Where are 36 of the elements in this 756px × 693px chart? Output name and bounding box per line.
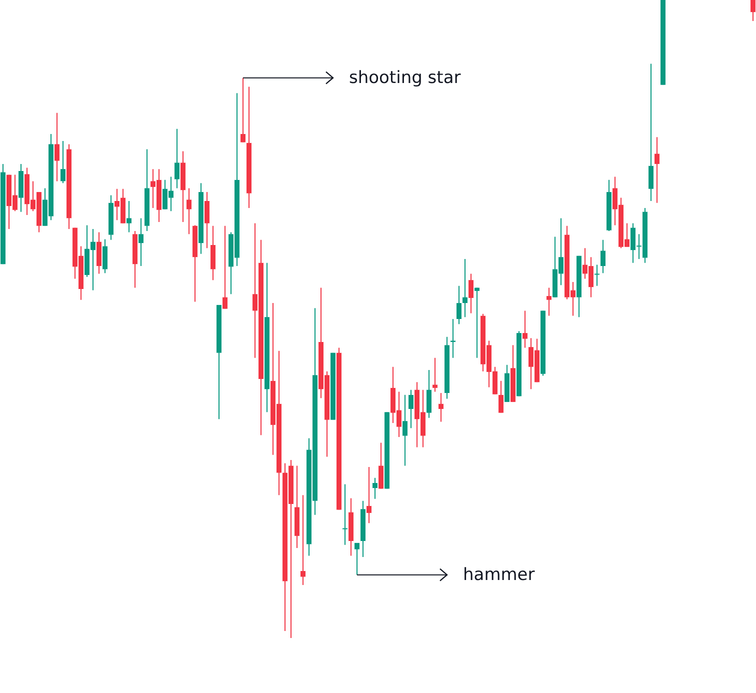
candlestick xyxy=(372,477,378,500)
candlestick xyxy=(522,310,528,348)
candlestick xyxy=(456,285,462,325)
candlestick xyxy=(240,77,246,143)
candlestick xyxy=(300,494,306,586)
candlestick xyxy=(126,200,132,233)
candlestick xyxy=(546,287,552,316)
annotation: shooting star xyxy=(349,68,461,88)
candlestick xyxy=(462,258,468,318)
candlestick xyxy=(102,238,108,274)
candlestick xyxy=(648,63,654,202)
annotation: hammer xyxy=(463,564,535,585)
candlestick xyxy=(378,442,384,490)
candlestick xyxy=(186,188,192,235)
candlestick xyxy=(426,370,432,418)
candlestick xyxy=(204,192,210,249)
candlestick xyxy=(174,128,180,189)
candlestick xyxy=(138,218,144,267)
candlestick xyxy=(450,318,456,358)
candlestick xyxy=(498,380,504,414)
candlestick xyxy=(468,273,474,314)
candlestick xyxy=(750,0,756,22)
candlestick xyxy=(408,389,414,429)
candlestick xyxy=(600,239,606,274)
candlestick xyxy=(594,264,600,286)
candlestick xyxy=(342,484,348,546)
candlestick xyxy=(432,357,438,392)
candlestick xyxy=(60,140,66,184)
candlestick xyxy=(54,112,60,182)
candlestick xyxy=(474,287,480,358)
candlestick xyxy=(654,136,660,204)
candlestick xyxy=(354,542,360,576)
candlestick xyxy=(402,394,408,466)
candlestick xyxy=(438,392,444,422)
candlestick xyxy=(222,225,228,310)
candlestick xyxy=(366,466,372,524)
